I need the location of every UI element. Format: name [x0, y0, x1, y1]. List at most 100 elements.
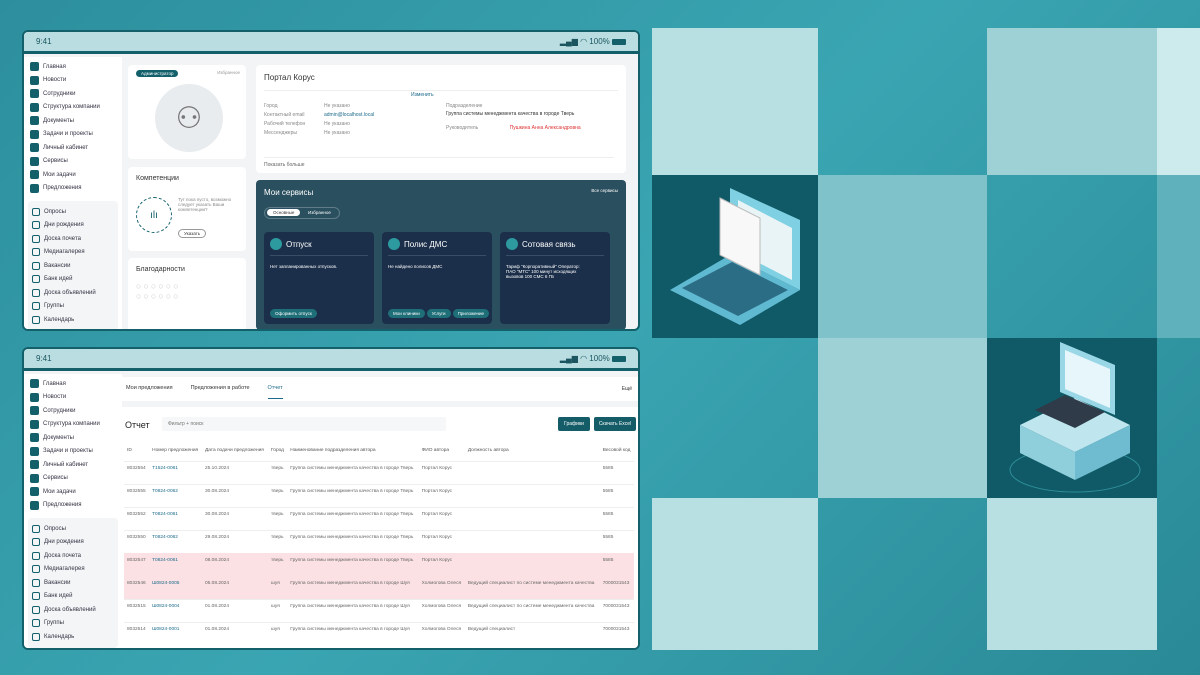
service-card[interactable]: Полис ДМС Не найдено полисов ДМС Мои клини… — [382, 232, 492, 324]
sidebar-item[interactable]: Медиагалерея — [32, 563, 114, 577]
table-row[interactable]: 8032552 Т0824-0061 30.08.2024 тверь Группа с… — [124, 506, 634, 530]
table-cell[interactable]: Т0824-0062 — [149, 529, 202, 553]
sidebar-item[interactable]: Личный кабинет — [30, 458, 116, 472]
profile-name: Портал Корус — [264, 73, 618, 91]
service-icon — [506, 238, 518, 250]
column-header[interactable]: Дата подачи предложения — [205, 448, 264, 454]
sidebar-item[interactable]: Банк идей — [32, 273, 114, 287]
table-row[interactable]: 8032555 Т0824-0062 30.08.2024 тверь Группа с… — [124, 483, 634, 507]
sidebar-item[interactable]: Предложения — [30, 182, 116, 196]
sidebar-item[interactable]: Доска почета — [32, 232, 114, 246]
column-header[interactable]: ID — [127, 448, 132, 454]
sidebar-item[interactable]: Дни рождения — [32, 219, 114, 233]
table-cell[interactable]: Т0824-0061 — [149, 506, 202, 530]
favorite-link[interactable]: Избранное — [217, 70, 240, 75]
sidebar-item[interactable]: Доска объявлений — [32, 286, 114, 300]
table-cell[interactable]: Т0824-0062 — [149, 483, 202, 507]
column-header[interactable]: Город — [271, 448, 284, 454]
table-row[interactable]: 8032550 Т0824-0062 29.08.2024 тверь Группа с… — [124, 529, 634, 553]
sidebar-item[interactable]: Сервисы — [30, 472, 116, 486]
table-row[interactable]: 8032547 Т0824-0061 08.08.2024 тверь Группа с… — [124, 552, 634, 576]
sidebar-item[interactable]: Сотрудники — [30, 87, 116, 101]
table-cell[interactable]: Ш0824-0004 — [149, 598, 202, 622]
tab[interactable]: Отчет — [267, 385, 283, 399]
service-action-button[interactable]: Приложение — [452, 309, 489, 318]
sidebar-item[interactable]: Банк идей — [32, 590, 114, 604]
sidebar-item[interactable]: Доска объявлений — [32, 603, 114, 617]
sidebar-item[interactable]: Структура компании — [30, 418, 116, 432]
service-action-button[interactable]: Услуги — [426, 309, 451, 318]
table-cell: Ведущий специалист — [464, 621, 600, 645]
table-cell[interactable]: Т1524-0061 — [149, 460, 202, 484]
table-cell: Группа системы менеджмента качества в го… — [287, 621, 419, 645]
sidebar-item[interactable]: Мои задачи — [30, 168, 116, 182]
show-more-link[interactable]: Показать больше — [264, 157, 614, 168]
table-cell: 8032554 — [124, 460, 150, 484]
column-header[interactable]: Наименование подразделения автора — [290, 448, 376, 454]
table-cell[interactable]: Ш0824-0005 — [149, 575, 202, 599]
sidebar-item[interactable]: Документы — [30, 431, 116, 445]
table-cell: 8032547 — [124, 552, 150, 576]
specify-button[interactable]: Указать — [178, 229, 207, 238]
sidebar-item[interactable]: Новости — [30, 391, 116, 405]
sidebar-item[interactable]: Дни рождения — [32, 536, 114, 550]
table-cell: 5585 — [599, 506, 634, 530]
download-excel-button[interactable]: Скачать Excel — [594, 417, 636, 431]
sidebar-item[interactable]: Группы — [32, 617, 114, 631]
sidebar-item[interactable]: Документы — [30, 114, 116, 128]
table-cell: Группа системы менеджмента качества в го… — [287, 460, 419, 484]
service-action-button[interactable]: Оформить отпуск — [270, 309, 317, 318]
tab[interactable]: Мои предложения — [126, 385, 173, 391]
sidebar-item[interactable]: Структура компании — [30, 101, 116, 115]
table-cell: Группа системы менеджмента качества в го… — [287, 483, 419, 507]
report-tabs: Мои предложения Предложения в работе Отчет — [118, 377, 638, 401]
sidebar-item[interactable]: Главная — [30, 377, 116, 391]
menu-icon — [30, 487, 39, 497]
sidebar-item[interactable]: Задачи и проекты — [30, 128, 116, 142]
column-header[interactable]: Номер предложения — [152, 448, 199, 454]
service-action-button[interactable]: Мои клиники — [388, 309, 425, 318]
table-cell: 7000031543 — [599, 598, 634, 622]
table-row[interactable]: 8032515 Ш0824-0004 01.08.2024 шуя Группа сис… — [124, 598, 634, 622]
sidebar-item[interactable]: Сервисы — [30, 155, 116, 169]
role-badge[interactable]: Администратор — [136, 70, 179, 77]
avatar[interactable]: ⚇ — [155, 84, 223, 152]
sidebar-item[interactable]: Вакансии — [32, 259, 114, 273]
sidebar-item[interactable]: Опросы — [32, 522, 114, 536]
column-header[interactable]: Должность автора — [467, 448, 509, 454]
sidebar-item[interactable]: Медиагалерея — [32, 246, 114, 260]
tab[interactable]: Предложения в работе — [190, 385, 250, 391]
table-row[interactable]: 8032554 Т1524-0061 25.10.2024 тверь Группа с… — [124, 460, 634, 484]
sidebar-item[interactable]: Доска почета — [32, 549, 114, 563]
sidebar-item[interactable]: Вакансии — [32, 576, 114, 590]
column-header[interactable]: ФИО автора — [421, 448, 450, 454]
sidebar-item[interactable]: Предложения — [30, 499, 116, 513]
charts-button[interactable]: Графики — [558, 417, 590, 431]
table-cell[interactable]: Т0824-0061 — [149, 552, 202, 576]
sidebar-item[interactable]: Сотрудники — [30, 404, 116, 418]
column-header[interactable]: Весовой код — [602, 448, 631, 454]
service-card[interactable]: Сотовая связь Тариф "Корпоративный" Опера… — [500, 232, 610, 324]
department[interactable]: Группа системы менеджмента качества в го… — [446, 111, 575, 117]
tab-favorites[interactable]: Избранное — [308, 210, 331, 215]
sidebar-item[interactable]: Календарь — [32, 313, 114, 327]
all-services-link[interactable]: Все сервисы — [591, 188, 618, 193]
sidebar-item[interactable]: Главная — [30, 60, 116, 74]
table-row[interactable]: 8032546 Ш0824-0005 05.08.2024 шуя Группа сис… — [124, 575, 634, 599]
service-card[interactable]: Отпуск Нет запланированных отпусков. Оформ… — [264, 232, 374, 324]
sidebar-item[interactable]: Опросы — [32, 205, 114, 219]
sidebar-item[interactable]: Новости — [30, 74, 116, 88]
manager-link[interactable]: Пушкина Анна Александровна — [509, 125, 581, 131]
table-cell[interactable]: Ш0824-0001 — [149, 621, 202, 645]
table-cell: 29.08.2024 — [202, 529, 268, 553]
edit-link[interactable]: Изменить — [411, 92, 434, 98]
sidebar-item[interactable]: Мои задачи — [30, 485, 116, 499]
tab-main[interactable]: Основные — [267, 209, 301, 216]
search-input[interactable] — [162, 417, 446, 431]
sidebar-item[interactable]: Группы — [32, 300, 114, 314]
sidebar-item[interactable]: Личный кабинет — [30, 141, 116, 155]
more-menu[interactable]: Ещё — [621, 386, 632, 392]
sidebar-item[interactable]: Календарь — [32, 630, 114, 644]
sidebar-item[interactable]: Задачи и проекты — [30, 445, 116, 459]
table-row[interactable]: 8032514 Ш0824-0001 01.08.2024 шуя Группа сис… — [124, 621, 634, 645]
